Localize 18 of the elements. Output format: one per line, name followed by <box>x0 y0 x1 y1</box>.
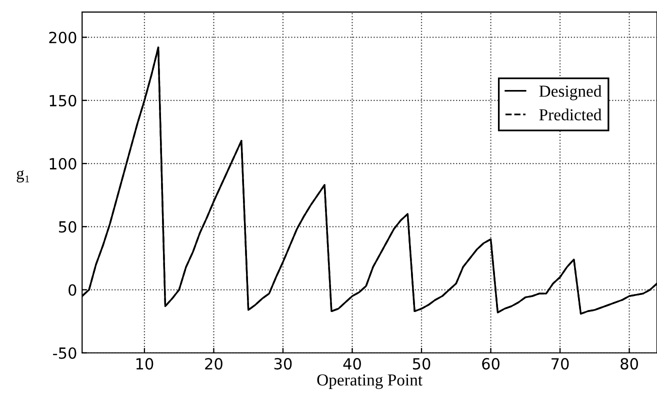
y-tick-label: 50 <box>59 221 76 233</box>
y-tick-label: 200 <box>49 32 76 44</box>
x-tick-label: 30 <box>274 358 292 370</box>
x-tick-label: 50 <box>412 358 430 370</box>
x-tick-label: 20 <box>205 358 222 370</box>
x-tick-label: 40 <box>343 358 361 370</box>
y-tick-label: 0 <box>68 284 76 296</box>
x-tick-label: 70 <box>552 358 569 370</box>
x-tick-label: 60 <box>482 358 500 370</box>
y-tick-label: -50 <box>53 347 76 359</box>
y-tick-label: 150 <box>50 94 76 106</box>
y-tick-label: 100 <box>50 158 76 170</box>
y-axis-title: g₁ <box>16 170 30 182</box>
x-tick-label: 10 <box>136 358 154 370</box>
legend-label: Predicted <box>539 108 602 120</box>
legend-label: Designed <box>539 85 602 100</box>
x-axis-title: Operating Point <box>317 374 422 390</box>
x-tick-label: 80 <box>620 358 638 370</box>
